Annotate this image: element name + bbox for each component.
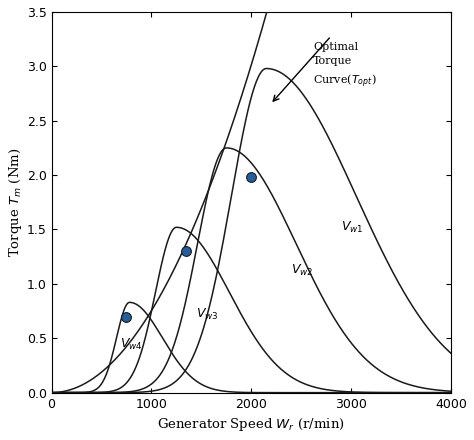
Text: $V_{w3}$: $V_{w3}$ xyxy=(196,307,219,322)
Text: $V_{w1}$: $V_{w1}$ xyxy=(341,220,364,235)
Y-axis label: Torque $T_m$ (Nm): Torque $T_m$ (Nm) xyxy=(7,147,24,257)
Text: $V_{w4}$: $V_{w4}$ xyxy=(119,337,142,352)
X-axis label: Generator Speed $W_r$ (r/min): Generator Speed $W_r$ (r/min) xyxy=(157,416,345,433)
Text: Optimal
Torque
Curve($T_{opt}$): Optimal Torque Curve($T_{opt}$) xyxy=(313,42,377,90)
Text: $V_{w2}$: $V_{w2}$ xyxy=(292,263,314,279)
